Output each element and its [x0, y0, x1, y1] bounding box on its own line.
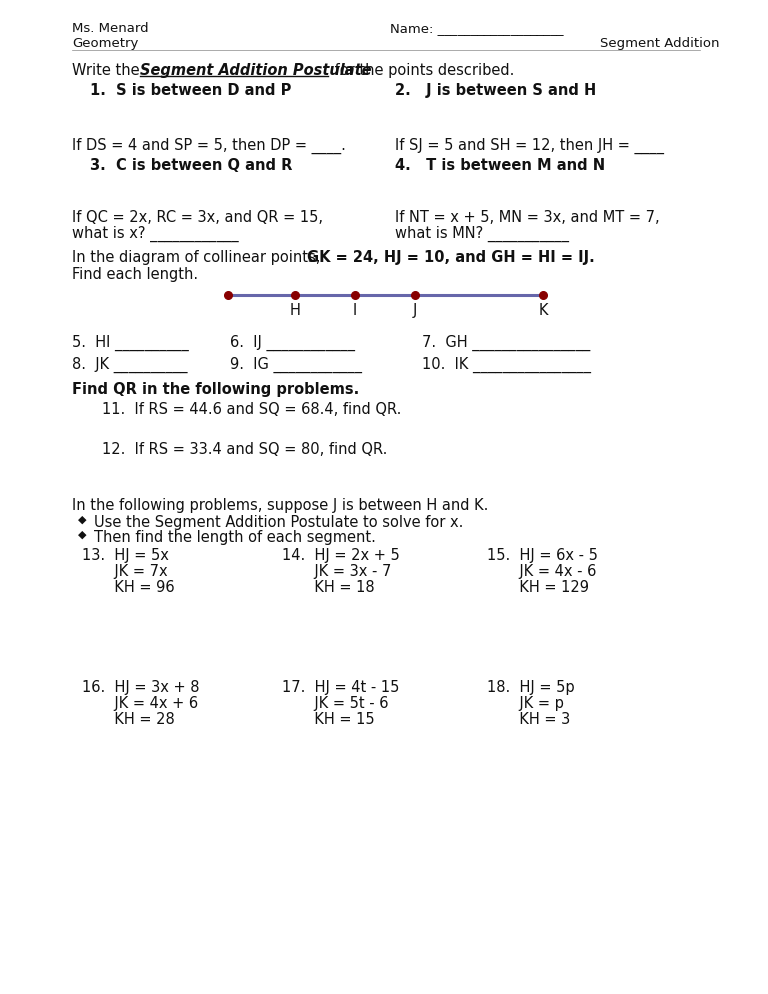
- Text: Segment Addition: Segment Addition: [600, 37, 720, 50]
- Text: If NT = x + 5, MN = 3x, and MT = 7,: If NT = x + 5, MN = 3x, and MT = 7,: [395, 210, 660, 225]
- Text: Segment Addition Postulate: Segment Addition Postulate: [140, 63, 372, 78]
- Text: In the diagram of collinear points,: In the diagram of collinear points,: [72, 250, 325, 265]
- Text: JK = 3x - 7: JK = 3x - 7: [282, 564, 392, 579]
- Text: JK = 4x - 6: JK = 4x - 6: [487, 564, 597, 579]
- Text: 2.   J is between S and H: 2. J is between S and H: [395, 83, 596, 98]
- Text: 17.  HJ = 4t - 15: 17. HJ = 4t - 15: [282, 680, 399, 695]
- Text: 14.  HJ = 2x + 5: 14. HJ = 2x + 5: [282, 548, 400, 563]
- Text: Write the: Write the: [72, 63, 144, 78]
- Text: Find QR in the following problems.: Find QR in the following problems.: [72, 382, 359, 397]
- Text: ◆: ◆: [78, 515, 87, 525]
- Text: GK = 24, HJ = 10, and GH = HI = IJ.: GK = 24, HJ = 10, and GH = HI = IJ.: [307, 250, 594, 265]
- Text: 18.  HJ = 5p: 18. HJ = 5p: [487, 680, 574, 695]
- Text: J: J: [413, 303, 417, 318]
- Text: 13.  HJ = 5x: 13. HJ = 5x: [82, 548, 169, 563]
- Text: JK = p: JK = p: [487, 696, 564, 711]
- Text: If QC = 2x, RC = 3x, and QR = 15,: If QC = 2x, RC = 3x, and QR = 15,: [72, 210, 323, 225]
- Text: 15.  HJ = 6x - 5: 15. HJ = 6x - 5: [487, 548, 598, 563]
- Text: KH = 28: KH = 28: [82, 712, 175, 727]
- Text: Geometry: Geometry: [72, 37, 138, 50]
- Text: 12.  If RS = 33.4 and SQ = 80, find QR.: 12. If RS = 33.4 and SQ = 80, find QR.: [102, 442, 387, 457]
- Text: 5.  HI __________: 5. HI __________: [72, 335, 189, 351]
- Text: H: H: [290, 303, 300, 318]
- Text: Name: ___________________: Name: ___________________: [390, 22, 564, 35]
- Text: ◆: ◆: [78, 530, 87, 540]
- Text: JK = 7x: JK = 7x: [82, 564, 167, 579]
- Text: JK = 5t - 6: JK = 5t - 6: [282, 696, 389, 711]
- Text: 7.  GH ________________: 7. GH ________________: [422, 335, 591, 351]
- Text: Then find the length of each segment.: Then find the length of each segment.: [94, 530, 376, 545]
- Text: KH = 18: KH = 18: [282, 580, 375, 595]
- Text: KH = 15: KH = 15: [282, 712, 375, 727]
- Text: In the following problems, suppose J is between H and K.: In the following problems, suppose J is …: [72, 498, 488, 513]
- Text: KH = 96: KH = 96: [82, 580, 174, 595]
- Text: what is MN? ___________: what is MN? ___________: [395, 226, 569, 243]
- Text: Find each length.: Find each length.: [72, 267, 198, 282]
- Text: 16.  HJ = 3x + 8: 16. HJ = 3x + 8: [82, 680, 200, 695]
- Text: Use the Segment Addition Postulate to solve for x.: Use the Segment Addition Postulate to so…: [94, 515, 463, 530]
- Text: 3.  C is between Q and R: 3. C is between Q and R: [90, 158, 293, 173]
- Text: 8.  JK __________: 8. JK __________: [72, 357, 187, 373]
- Text: I: I: [353, 303, 357, 318]
- Text: Ms. Menard: Ms. Menard: [72, 22, 149, 35]
- Text: for the points described.: for the points described.: [330, 63, 515, 78]
- Text: KH = 3: KH = 3: [487, 712, 571, 727]
- Text: 11.  If RS = 44.6 and SQ = 68.4, find QR.: 11. If RS = 44.6 and SQ = 68.4, find QR.: [102, 402, 402, 417]
- Text: what is x? ____________: what is x? ____________: [72, 226, 239, 243]
- Text: JK = 4x + 6: JK = 4x + 6: [82, 696, 198, 711]
- Text: 1.  S is between D and P: 1. S is between D and P: [90, 83, 291, 98]
- Text: 10.  IK ________________: 10. IK ________________: [422, 357, 591, 373]
- Text: 6.  IJ ____________: 6. IJ ____________: [230, 335, 355, 351]
- Text: If DS = 4 and SP = 5, then DP = ____.: If DS = 4 and SP = 5, then DP = ____.: [72, 138, 346, 154]
- Text: KH = 129: KH = 129: [487, 580, 589, 595]
- Text: If SJ = 5 and SH = 12, then JH = ____: If SJ = 5 and SH = 12, then JH = ____: [395, 138, 664, 154]
- Text: 4.   T is between M and N: 4. T is between M and N: [395, 158, 605, 173]
- Text: K: K: [538, 303, 548, 318]
- Text: 9.  IG ____________: 9. IG ____________: [230, 357, 362, 373]
